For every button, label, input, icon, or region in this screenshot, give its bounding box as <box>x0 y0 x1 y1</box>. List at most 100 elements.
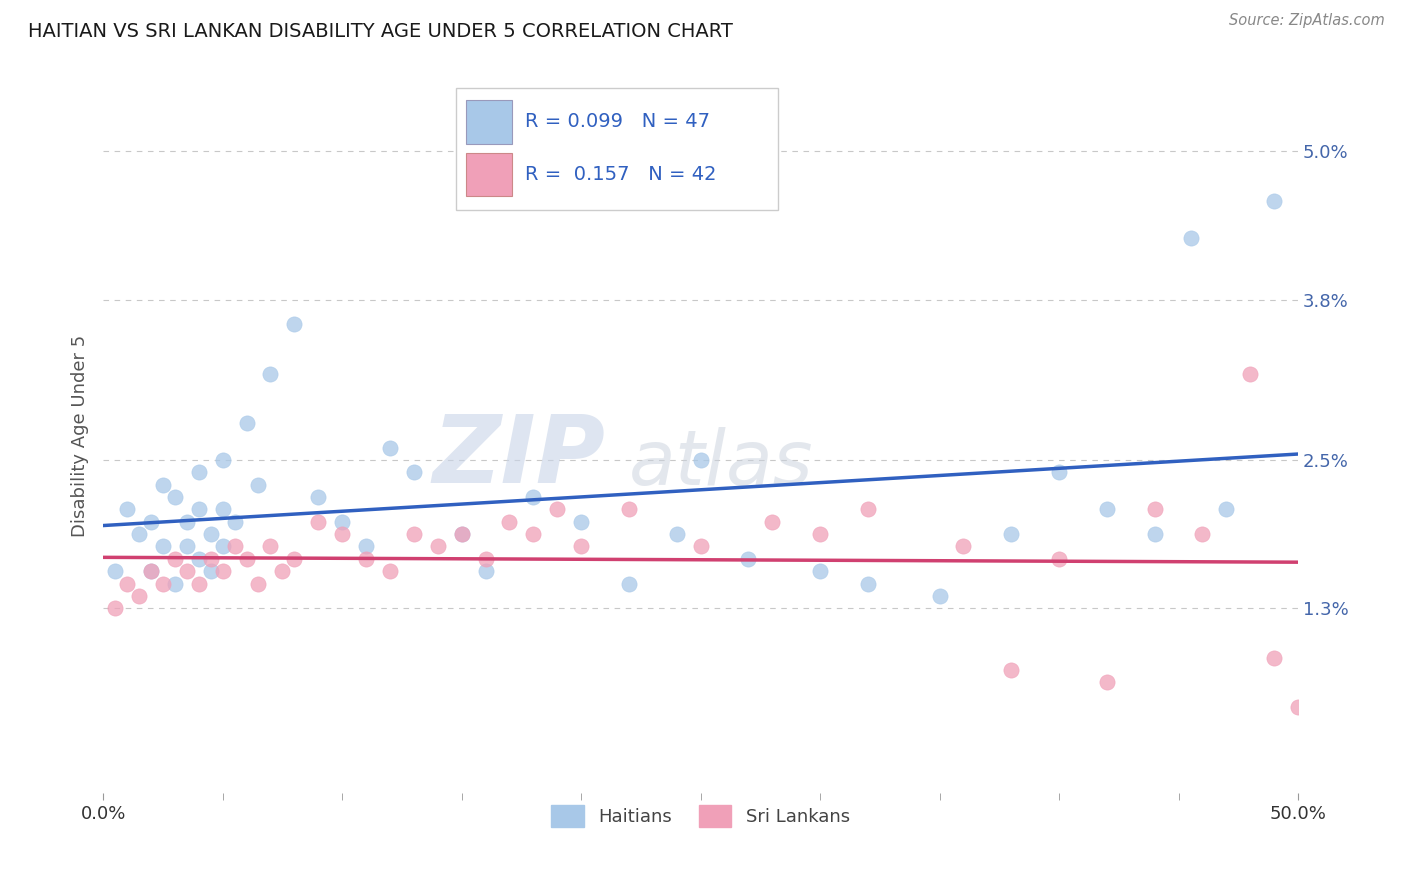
Point <box>952 540 974 554</box>
Point <box>176 540 198 554</box>
Point <box>378 441 401 455</box>
Point <box>187 466 209 480</box>
Point <box>1047 551 1070 566</box>
Point <box>450 527 472 541</box>
Point <box>104 601 127 615</box>
Point <box>498 515 520 529</box>
Point <box>115 576 138 591</box>
Point <box>152 540 174 554</box>
Point <box>617 576 640 591</box>
Point <box>474 551 496 566</box>
Point <box>271 564 294 578</box>
Point <box>128 589 150 603</box>
Point <box>522 490 544 504</box>
Point <box>176 515 198 529</box>
Point <box>187 551 209 566</box>
Point <box>187 576 209 591</box>
Point <box>224 540 246 554</box>
Point <box>247 576 270 591</box>
Point <box>665 527 688 541</box>
Point <box>617 502 640 516</box>
Point <box>1215 502 1237 516</box>
Y-axis label: Disability Age Under 5: Disability Age Under 5 <box>72 334 89 536</box>
Point <box>856 502 879 516</box>
Point <box>689 453 711 467</box>
Point <box>283 318 305 332</box>
Point <box>808 527 831 541</box>
Point <box>211 540 233 554</box>
Point <box>354 551 377 566</box>
Point <box>808 564 831 578</box>
Point <box>474 564 496 578</box>
Point <box>211 502 233 516</box>
Point <box>283 551 305 566</box>
Point <box>426 540 449 554</box>
Point <box>163 576 186 591</box>
Point <box>1286 700 1309 714</box>
FancyBboxPatch shape <box>456 88 779 210</box>
Point <box>235 416 257 430</box>
Point <box>128 527 150 541</box>
Point <box>176 564 198 578</box>
Point <box>1191 527 1213 541</box>
Point <box>1263 194 1285 208</box>
Point <box>856 576 879 591</box>
Point <box>1095 675 1118 690</box>
Point <box>569 540 592 554</box>
Point <box>378 564 401 578</box>
Point <box>546 502 568 516</box>
Point <box>200 564 222 578</box>
Text: atlas: atlas <box>628 427 814 501</box>
Point <box>1047 466 1070 480</box>
Point <box>450 527 472 541</box>
Point <box>200 551 222 566</box>
Point <box>200 527 222 541</box>
Point <box>259 540 281 554</box>
Point <box>224 515 246 529</box>
Point <box>402 466 425 480</box>
Point <box>152 576 174 591</box>
Point <box>139 564 162 578</box>
Text: HAITIAN VS SRI LANKAN DISABILITY AGE UNDER 5 CORRELATION CHART: HAITIAN VS SRI LANKAN DISABILITY AGE UND… <box>28 22 733 41</box>
Point <box>1263 650 1285 665</box>
Point <box>689 540 711 554</box>
Text: R = 0.099   N = 47: R = 0.099 N = 47 <box>524 112 710 131</box>
Point <box>330 527 353 541</box>
Point <box>307 490 329 504</box>
Point <box>354 540 377 554</box>
Point <box>1000 527 1022 541</box>
Point <box>139 515 162 529</box>
Point <box>1143 527 1166 541</box>
Point <box>211 564 233 578</box>
Point <box>761 515 783 529</box>
Point <box>139 564 162 578</box>
Point <box>1095 502 1118 516</box>
Point <box>1000 663 1022 677</box>
Point <box>104 564 127 578</box>
Text: R =  0.157   N = 42: R = 0.157 N = 42 <box>524 165 717 184</box>
Point <box>1143 502 1166 516</box>
Point <box>152 477 174 491</box>
Point <box>259 367 281 381</box>
Point <box>737 551 759 566</box>
Point <box>235 551 257 566</box>
Point <box>247 477 270 491</box>
Point <box>569 515 592 529</box>
Point <box>522 527 544 541</box>
Legend: Haitians, Sri Lankans: Haitians, Sri Lankans <box>544 798 858 834</box>
Point <box>928 589 950 603</box>
Point <box>1239 367 1261 381</box>
Point <box>115 502 138 516</box>
FancyBboxPatch shape <box>467 153 512 196</box>
Point <box>402 527 425 541</box>
Point <box>163 551 186 566</box>
Text: ZIP: ZIP <box>432 411 605 503</box>
Point <box>211 453 233 467</box>
Text: Source: ZipAtlas.com: Source: ZipAtlas.com <box>1229 13 1385 29</box>
Point <box>330 515 353 529</box>
Point <box>187 502 209 516</box>
Point <box>1180 231 1202 245</box>
FancyBboxPatch shape <box>467 100 512 144</box>
Point <box>163 490 186 504</box>
Point <box>307 515 329 529</box>
